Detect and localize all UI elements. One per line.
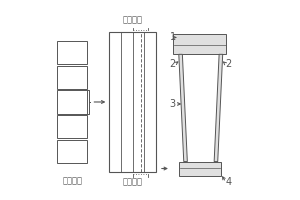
Text: 1: 1 — [169, 32, 176, 42]
Text: 单一单元: 单一单元 — [122, 15, 142, 24]
Polygon shape — [179, 54, 187, 162]
Bar — [179, 162, 220, 176]
Text: 2: 2 — [225, 59, 232, 69]
Polygon shape — [214, 54, 223, 162]
Text: 2: 2 — [169, 59, 175, 69]
Bar — [57, 140, 87, 163]
Bar — [109, 32, 156, 171]
Bar — [57, 41, 87, 64]
Text: 3: 3 — [169, 99, 176, 109]
Bar — [173, 34, 226, 54]
Bar — [57, 66, 87, 89]
Text: 多层结构: 多层结构 — [62, 176, 82, 185]
Text: 多个单元: 多个单元 — [122, 177, 142, 186]
Bar — [57, 115, 87, 138]
Bar — [57, 90, 87, 114]
Text: 4: 4 — [225, 177, 232, 187]
